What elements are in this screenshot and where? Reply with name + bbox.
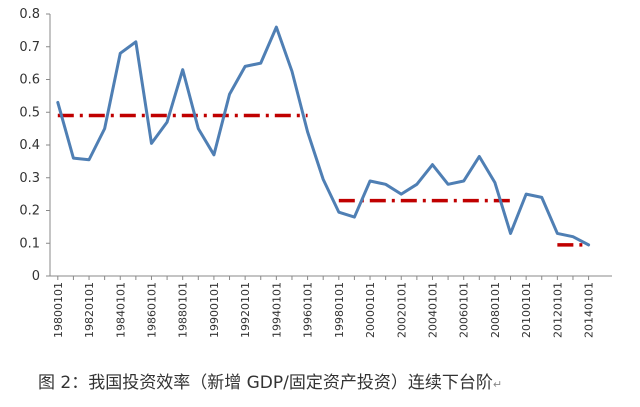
chart-caption: 图 2：我国投资效率（新增 GDP/固定资产投资）连续下台阶↵ [38, 368, 502, 393]
y-tick-label: 0.7 [19, 40, 40, 55]
x-tick-label: 20000101 [364, 282, 377, 338]
x-tick-label: 20020101 [395, 282, 408, 338]
x-tick-label: 19880101 [177, 282, 190, 338]
x-tick-label: 19800101 [52, 282, 65, 338]
x-tick-label: 20040101 [426, 282, 439, 338]
x-tick-label: 19820101 [83, 282, 96, 338]
x-axis: 19800101 19820101 19840101 19860101 19880101… [50, 275, 612, 338]
series-layer [56, 25, 591, 247]
x-tick-label: 19920101 [239, 282, 252, 338]
caption-return-mark: ↵ [492, 378, 503, 391]
y-tick-label: 0.8 [19, 7, 40, 22]
x-tick-label: 20140101 [583, 282, 596, 338]
y-tick-label: 0.2 [19, 204, 40, 219]
y-axis: 0 0.1 0.2 0.3 0.4 0.5 0.6 0.7 0.8 [19, 7, 51, 284]
x-tick-label: 19860101 [145, 282, 158, 338]
line-chart: 0 0.1 0.2 0.3 0.4 0.5 0.6 0.7 0.8 19800101 198201… [19, 7, 612, 338]
y-tick-label: 0 [32, 269, 40, 284]
x-tick-label: 20100101 [520, 282, 533, 338]
x-tick-label: 20120101 [551, 282, 564, 338]
x-tick-label: 19960101 [302, 282, 315, 338]
y-tick-label: 0.4 [19, 138, 40, 153]
x-tick-label: 19840101 [114, 282, 127, 338]
x-tick-label: 19980101 [333, 282, 346, 338]
y-tick-label: 0.6 [19, 73, 40, 88]
x-tick-label: 20080101 [489, 282, 502, 338]
y-tick-label: 0.1 [19, 236, 40, 251]
y-tick-label: 0.3 [19, 171, 40, 186]
y-tick-label: 0.5 [19, 105, 40, 120]
x-tick-label: 19940101 [270, 282, 283, 338]
reference-lines [57, 113, 589, 247]
caption-text: 图 2：我国投资效率（新增 GDP/固定资产投资）连续下台阶 [38, 373, 493, 393]
x-tick-label: 20060101 [458, 282, 471, 338]
series-line [56, 25, 591, 247]
x-tick-label: 19900101 [208, 282, 221, 338]
